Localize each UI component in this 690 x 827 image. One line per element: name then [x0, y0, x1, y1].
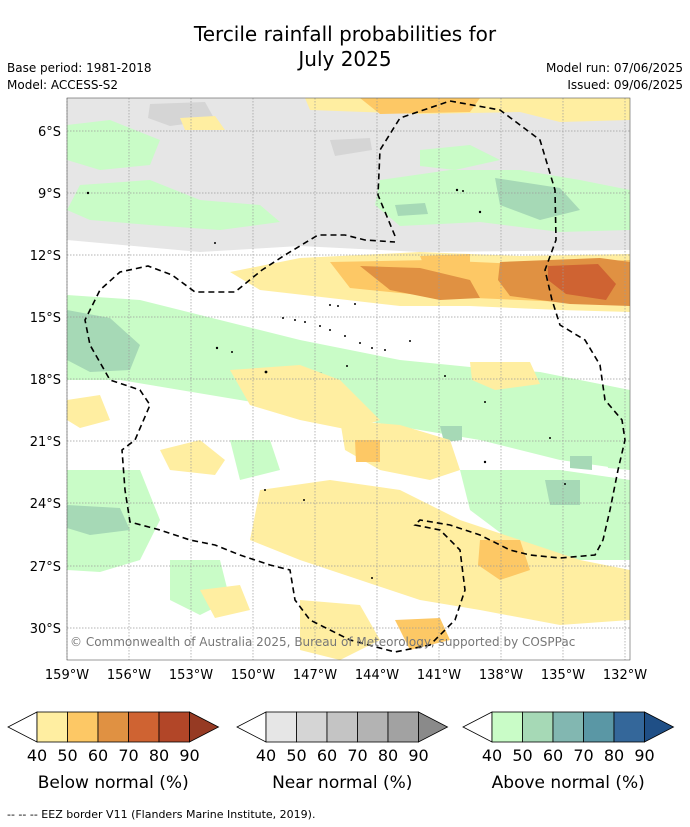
colorbar-tick-label: 80	[604, 746, 624, 765]
lat-label: 27°S	[30, 560, 61, 575]
eez-borders	[84, 100, 626, 653]
map-islands	[86, 188, 566, 579]
page-title: Tercile rainfall probabilities for July …	[0, 22, 690, 72]
colorbar-tick-label: 50	[512, 746, 532, 765]
colorbar-tick-label: 50	[57, 746, 77, 765]
base-period: Base period: 1981-2018	[7, 61, 152, 75]
colorbar-tick-label: 90	[179, 746, 199, 765]
meta-right: Model run: 07/06/2025 Issued: 09/06/2025	[546, 60, 683, 94]
colorbar-segment	[613, 711, 645, 743]
colorbar-2: 40 50 60 70 80 90 Near normal (%)	[236, 711, 449, 793]
lat-label: 18°S	[30, 373, 61, 388]
lat-labels: 6°S 9°S 12°S 15°S 18°S 21°S 24°S 27°S 30…	[30, 125, 61, 637]
colorbar-tick-label: 70	[573, 746, 593, 765]
eez-footer-note: -- -- -- EEZ border V11 (Flanders Marine…	[7, 808, 316, 821]
meta-left: Base period: 1981-2018 Model: ACCESS-S2	[7, 60, 152, 94]
colorbar-tick-label: 80	[378, 746, 398, 765]
colorbar-min-extend	[236, 711, 267, 743]
colorbar-tick-label: 60	[317, 746, 337, 765]
title-line-2: July 2025	[298, 47, 392, 71]
colorbar-segment	[97, 711, 129, 743]
lon-label: 153°W	[169, 668, 213, 683]
colorbar-tick-label: 40	[27, 746, 47, 765]
lon-label: 144°W	[355, 668, 399, 683]
colorbar-tick-label: 40	[256, 746, 276, 765]
lat-label: 21°S	[30, 435, 61, 450]
colorbar-title: Below normal (%)	[38, 773, 189, 793]
colorbar-segment	[522, 711, 554, 743]
colorbar-tick-label: 40	[482, 746, 502, 765]
lon-label: 150°W	[231, 668, 275, 683]
colorbars: 40 50 60 70 80 90 Below normal (%) 40 50 60 70 80 90…	[7, 711, 675, 793]
colorbar-tick-label: 70	[118, 746, 138, 765]
colorbar-segment	[583, 711, 615, 743]
colorbar-segment	[552, 711, 584, 743]
lat-label: 9°S	[38, 187, 61, 202]
issued-date: Issued: 09/06/2025	[567, 78, 683, 92]
lon-label: 156°W	[107, 668, 151, 683]
colorbar-max-extend	[418, 711, 449, 743]
colorbar-tick-label: 90	[634, 746, 654, 765]
lat-label: 24°S	[30, 497, 61, 512]
colorbar-segment	[491, 711, 523, 743]
lat-label: 30°S	[30, 622, 61, 637]
colorbar-tick-label: 80	[149, 746, 169, 765]
colorbar-segment	[67, 711, 99, 743]
colorbar-segment	[357, 711, 389, 743]
lon-label: 132°W	[603, 668, 647, 683]
colorbar-segment	[326, 711, 358, 743]
colorbar-3: 40 50 60 70 80 90 Above normal (%)	[462, 711, 675, 793]
lat-label: 12°S	[30, 249, 61, 264]
model-run: Model run: 07/06/2025	[545, 61, 683, 75]
colorbar-segment	[265, 711, 297, 743]
colorbar-segment	[128, 711, 160, 743]
lon-label: 147°W	[293, 668, 337, 683]
colorbar-segment	[158, 711, 190, 743]
colorbar-min-extend	[7, 711, 38, 743]
colorbar-segment	[387, 711, 419, 743]
lon-label: 159°W	[45, 668, 89, 683]
colorbar-tick-label: 90	[408, 746, 428, 765]
colorbar-tick-label: 50	[286, 746, 306, 765]
copyright-text: © Commonwealth of Australia 2025, Bureau…	[70, 635, 575, 649]
lon-labels: 159°W 156°W 153°W 150°W 147°W 144°W 141°…	[45, 668, 647, 683]
colorbar-segment	[36, 711, 68, 743]
lat-label: 15°S	[30, 311, 61, 326]
map-gridlines	[66, 98, 630, 660]
colorbar-segment	[296, 711, 328, 743]
lon-label: 135°W	[541, 668, 585, 683]
colorbar-max-extend	[644, 711, 675, 743]
colorbar-title: Near normal (%)	[272, 773, 412, 793]
lon-label: 138°W	[479, 668, 523, 683]
title-line-1: Tercile rainfall probabilities for	[193, 22, 497, 46]
colorbar-tick-label: 70	[347, 746, 367, 765]
map-frame	[66, 97, 631, 661]
colorbar-1: 40 50 60 70 80 90 Below normal (%)	[7, 711, 220, 793]
colorbar-tick-label: 60	[88, 746, 108, 765]
colorbar-min-extend	[462, 711, 493, 743]
model-name: Model: ACCESS-S2	[7, 78, 119, 92]
colorbar-title: Above normal (%)	[492, 773, 645, 793]
colorbar-tick-label: 60	[543, 746, 563, 765]
colorbar-max-extend	[189, 711, 220, 743]
lat-label: 6°S	[38, 125, 61, 140]
lon-label: 141°W	[417, 668, 461, 683]
